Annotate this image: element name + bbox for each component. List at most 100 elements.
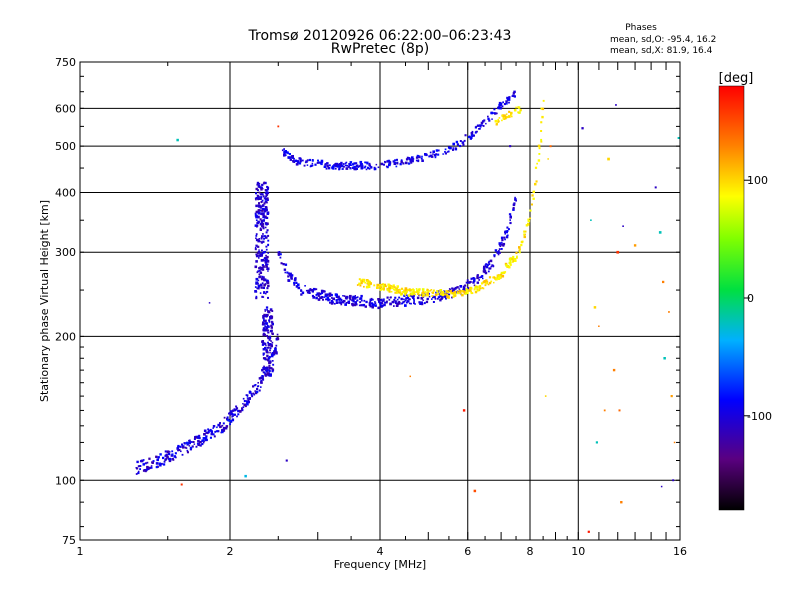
data-point [396,291,399,294]
data-point [331,301,334,304]
data-point [345,167,349,170]
data-point [549,145,552,148]
data-point [337,295,340,299]
data-point [476,289,479,292]
data-point [267,336,269,339]
data-point [434,298,437,300]
data-point [263,216,266,219]
data-point [277,251,280,254]
data-point [504,231,506,233]
data-point [488,276,492,279]
data-point [265,329,268,332]
data-point [142,459,145,461]
data-point [413,302,415,305]
data-point [449,289,452,293]
data-point [385,285,388,288]
data-point [369,282,372,285]
data-point [334,163,337,166]
data-point [514,196,516,199]
data-point [261,368,264,372]
data-point [590,219,592,221]
data-point [331,297,333,299]
data-point [483,119,486,122]
data-point [385,301,388,304]
data-point [261,252,264,255]
data-point [365,285,369,289]
data-point [349,298,352,301]
data-point [262,327,266,330]
data-point [478,286,481,290]
data-point [264,250,267,253]
data-point [456,141,458,144]
data-point [265,367,268,369]
data-point [166,450,170,454]
data-point [217,430,220,433]
data-point [378,299,381,303]
data-point [137,470,140,473]
data-point [316,161,319,164]
data-point [424,153,427,156]
data-point [417,160,420,163]
data-point [459,140,462,142]
data-point [262,316,265,319]
data-point [264,319,267,322]
data-point [351,296,354,299]
data-point [229,423,231,426]
data-point [261,249,263,252]
y-tick-label: 600 [55,102,76,115]
data-point [335,294,338,298]
data-point [470,277,473,280]
data-point [266,198,269,201]
data-point [268,319,271,322]
data-point [284,151,287,154]
data-point [155,455,158,458]
data-point [506,265,509,268]
data-point [262,214,265,217]
data-point [527,218,530,221]
data-point [508,96,511,99]
data-point [459,291,462,294]
data-point [422,293,425,296]
data-point [426,293,429,297]
data-point [509,145,512,148]
data-point [341,164,344,168]
data-point [505,102,508,105]
data-point [440,294,443,298]
data-point [254,214,258,217]
data-point [540,107,543,110]
data-point [370,302,374,305]
data-point [162,456,165,460]
chart-subtitle: RwPretec (8p) [331,41,429,57]
data-point [662,280,665,284]
data-point [368,281,371,284]
data-point [267,329,270,331]
data-point [496,274,500,277]
data-point [266,267,270,271]
data-point [454,290,457,294]
data-point [386,165,389,169]
data-point [470,132,474,135]
data-point [254,224,258,227]
data-point [473,489,477,493]
data-point [663,357,666,360]
data-point [266,216,269,219]
data-point [452,295,455,298]
data-point [144,462,147,465]
data-point [265,254,267,257]
data-point [263,237,265,240]
data-point [359,301,362,304]
data-point [267,284,270,288]
y-axis-label: Stationary phase Virtual Height [km] [38,200,51,402]
data-point [276,333,279,336]
data-point [500,273,503,276]
data-point [253,384,256,387]
data-point [254,212,257,215]
data-point [248,397,251,400]
data-point [262,375,264,377]
data-point [265,201,268,204]
data-point [335,299,338,302]
data-point [192,441,195,443]
data-point [492,265,495,268]
data-point [385,300,388,303]
data-point [261,254,263,257]
